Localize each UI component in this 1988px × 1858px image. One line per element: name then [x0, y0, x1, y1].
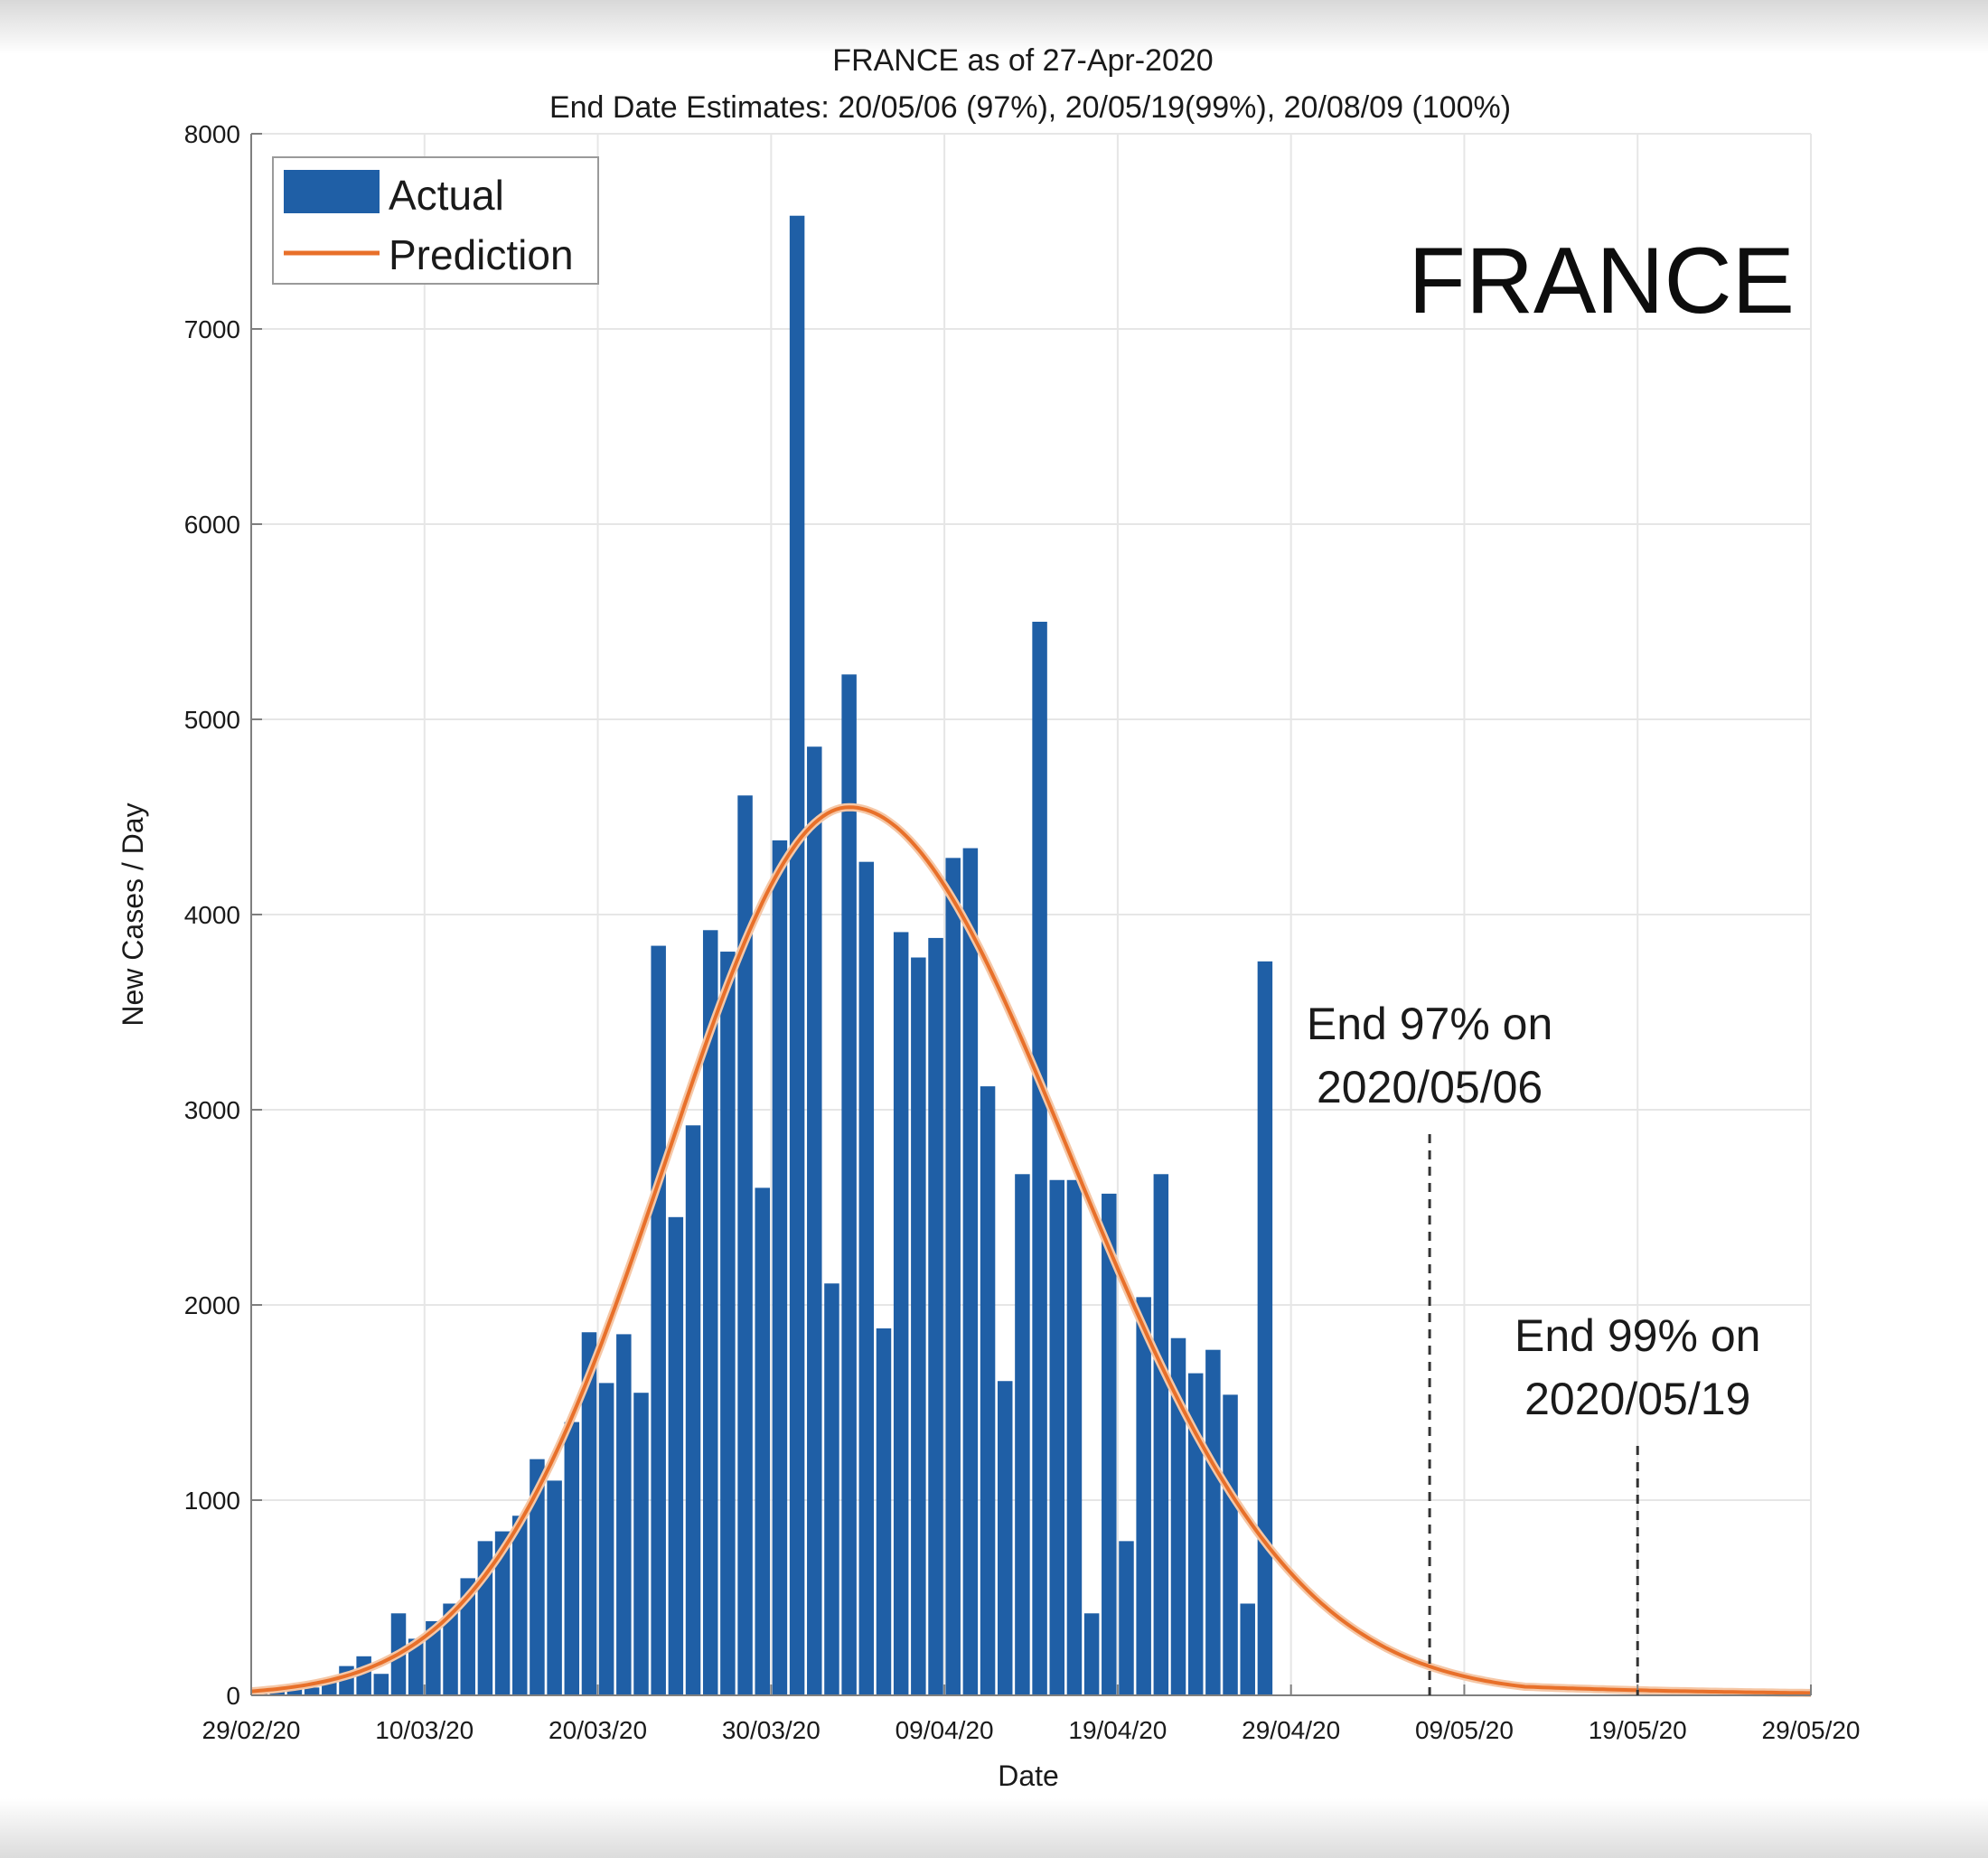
legend-actual-swatch [284, 170, 380, 213]
annotation-line2: 2020/05/19 [1524, 1374, 1750, 1424]
bar [616, 1334, 632, 1695]
bar [530, 1459, 545, 1695]
bar [720, 952, 736, 1695]
y-tick-label: 0 [226, 1682, 240, 1710]
bar [408, 1638, 424, 1695]
grid-horizontal [251, 133, 1811, 1501]
grid-vertical [423, 134, 1812, 1695]
bar [426, 1620, 441, 1695]
bar [581, 1332, 597, 1695]
x-tick-label: 29/04/20 [1242, 1716, 1340, 1744]
bar [1032, 622, 1047, 1695]
chart-subtitle: End Date Estimates: 20/05/06 (97%), 20/0… [549, 90, 1511, 125]
legend-prediction-label: Prediction [389, 231, 574, 278]
bar [598, 1383, 614, 1695]
y-tick-label: 7000 [184, 315, 240, 343]
x-tick-label: 20/03/20 [549, 1716, 647, 1744]
bar [1205, 1349, 1221, 1695]
x-tick-label: 19/05/20 [1589, 1716, 1687, 1744]
x-tick-label: 19/04/20 [1068, 1716, 1167, 1744]
bar [876, 1328, 892, 1695]
bar [911, 957, 926, 1695]
legend: Actual Prediction [272, 156, 599, 285]
y-tick-label: 3000 [184, 1096, 240, 1124]
bar [1066, 1179, 1083, 1695]
bar [772, 840, 788, 1695]
bar [841, 674, 857, 1695]
bar [1187, 1373, 1204, 1695]
bar [1136, 1297, 1151, 1695]
bar [945, 858, 961, 1695]
bar [737, 795, 753, 1695]
bar [980, 1086, 996, 1695]
bar [564, 1422, 580, 1695]
bar [1119, 1541, 1134, 1695]
bar [789, 215, 805, 1696]
bar [547, 1480, 562, 1695]
bar [1240, 1603, 1255, 1695]
bar [1083, 1613, 1100, 1695]
bar [373, 1674, 389, 1695]
annotation-line1: End 97% on [1307, 999, 1552, 1049]
chart-title: FRANCE as of 27-Apr-2020 [832, 43, 1213, 78]
bar [755, 1187, 770, 1695]
bar [962, 848, 979, 1695]
bar [702, 930, 718, 1695]
bar [1153, 1174, 1169, 1695]
y-tick-label: 5000 [184, 706, 240, 734]
bar [1170, 1337, 1186, 1695]
bar [633, 1393, 649, 1695]
bar [1049, 1179, 1065, 1695]
bar [824, 1283, 839, 1695]
bar [651, 945, 666, 1695]
bar [460, 1578, 475, 1695]
actual-bars [252, 215, 1273, 1696]
x-tick-label: 30/03/20 [722, 1716, 821, 1744]
y-tick-label: 6000 [184, 511, 240, 539]
x-axis-label: Date [998, 1759, 1059, 1792]
x-tick-label: 10/03/20 [375, 1716, 474, 1744]
bar [928, 937, 943, 1695]
bar [512, 1515, 528, 1695]
x-tick-label: 29/02/20 [202, 1716, 301, 1744]
bar [997, 1381, 1013, 1695]
bar [1102, 1193, 1117, 1695]
country-label: FRANCE [1408, 229, 1795, 333]
bar [1223, 1394, 1238, 1695]
annotation-line2: 2020/05/06 [1317, 1062, 1543, 1112]
bar [858, 861, 875, 1695]
bar [685, 1125, 701, 1695]
bar [304, 1687, 320, 1695]
x-tick-label: 09/05/20 [1415, 1716, 1514, 1744]
y-ticks: 0 1000 2000 3000 4000 5000 6000 7000 8000 [184, 120, 262, 1710]
legend-actual-label: Actual [389, 172, 504, 219]
bar [668, 1216, 684, 1695]
end-estimate-annotations: End 97% on 2020/05/06 End 99% on 2020/05/19 [1307, 999, 1760, 1695]
x-ticks: 29/02/20 10/03/20 20/03/20 30/03/20 09/04/20… [202, 1684, 1861, 1744]
bar [494, 1531, 511, 1695]
bar [893, 932, 909, 1695]
prediction-line [250, 805, 1811, 1695]
bar [807, 746, 822, 1695]
x-tick-label: 29/05/20 [1762, 1716, 1861, 1744]
bar [1257, 961, 1273, 1695]
y-axis-label: New Cases / Day [117, 802, 149, 1026]
bar [1015, 1174, 1030, 1695]
annotation-line1: End 99% on [1514, 1310, 1760, 1361]
y-tick-label: 2000 [184, 1291, 240, 1319]
y-tick-label: 8000 [184, 120, 240, 148]
x-tick-label: 09/04/20 [896, 1716, 994, 1744]
bar [443, 1603, 458, 1695]
y-tick-label: 4000 [184, 901, 240, 929]
y-tick-label: 1000 [184, 1487, 240, 1515]
